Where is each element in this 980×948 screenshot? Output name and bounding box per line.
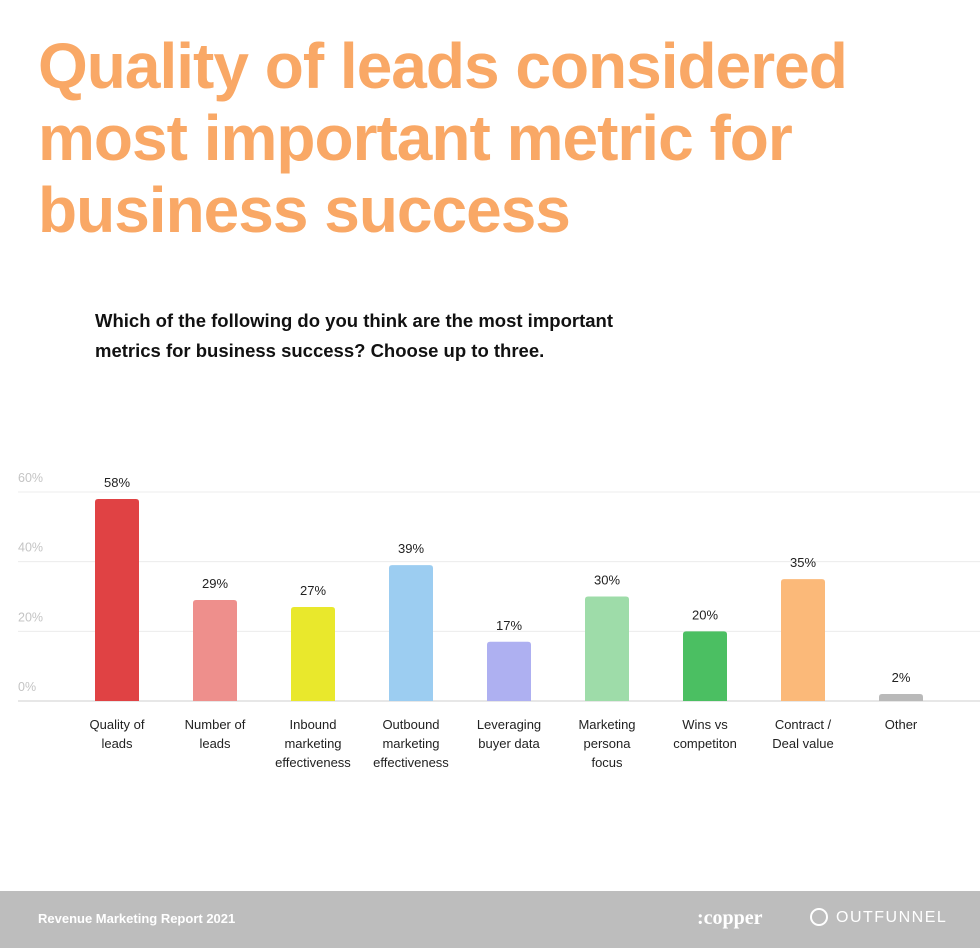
value-label: 27%	[300, 583, 326, 598]
y-tick-label: 20%	[18, 610, 43, 624]
value-label: 39%	[398, 541, 424, 556]
x-tick-label: Marketing persona focus	[578, 717, 635, 770]
x-tick-label: Leveraging buyer data	[477, 717, 541, 751]
label-line: buyer data	[478, 736, 540, 751]
label-line: effectiveness	[275, 755, 351, 770]
bar	[487, 641, 531, 701]
value-label: 30%	[594, 573, 620, 588]
bar	[95, 498, 139, 701]
label-line: Outbound	[382, 717, 439, 732]
value-label: 29%	[202, 576, 228, 591]
label-line: Inbound	[290, 717, 337, 732]
logo: OUTFUNNEL	[836, 909, 948, 926]
value-label: 58%	[104, 475, 130, 490]
label-line: Contract /	[775, 717, 832, 732]
label-line: Quality of	[90, 717, 145, 732]
label-line: Leveraging	[477, 717, 541, 732]
value-label: 20%	[692, 607, 718, 622]
bar	[781, 579, 825, 701]
logo: :copper	[697, 907, 763, 929]
x-tick-label: Other	[885, 717, 918, 732]
bar	[193, 599, 237, 701]
label-line: leads	[101, 736, 133, 751]
subtitle: Which of the following do you think are …	[95, 310, 613, 361]
bar	[389, 565, 433, 701]
value-label: 2%	[892, 670, 911, 685]
label-line: Number of	[185, 717, 246, 732]
label-line: Marketing	[578, 717, 635, 732]
x-tick-label: Inbound marketing effectiveness	[275, 717, 351, 770]
title: Quality of leads considered most importa…	[38, 30, 848, 246]
y-tick-label: 60%	[18, 471, 43, 485]
bar	[585, 596, 629, 701]
x-tick-label: Quality of leads	[90, 717, 145, 751]
x-tick-label: Outbound marketing effectiveness	[373, 717, 449, 770]
label-line: persona	[584, 736, 632, 751]
label-line: focus	[591, 755, 623, 770]
report-name: Revenue Marketing Report 2021	[38, 911, 236, 926]
logo-icon	[810, 908, 828, 926]
x-tick-label: Contract / Deal value	[772, 717, 833, 751]
chart: 0% 20% 40% 60% 58% Quality of leads 29% Number o…	[18, 471, 980, 770]
x-tick-label: Number of leads	[185, 717, 246, 751]
bar	[879, 694, 923, 701]
label-line: Wins vs	[682, 717, 728, 732]
value-label: 35%	[790, 555, 816, 570]
label-line: effectiveness	[373, 755, 449, 770]
x-tick-label: Wins vs competiton	[673, 717, 737, 751]
label-line: Deal value	[772, 736, 833, 751]
label-line: leads	[199, 736, 231, 751]
label-line: marketing	[284, 736, 341, 751]
bar	[683, 631, 727, 701]
y-tick-label: 40%	[18, 541, 43, 555]
label-line: marketing	[382, 736, 439, 751]
label-line: competiton	[673, 736, 737, 751]
label-line: Other	[885, 717, 918, 732]
bar	[291, 606, 335, 701]
value-label: 17%	[496, 618, 522, 633]
footer: Revenue Marketing Report 2021 :copper OU…	[0, 891, 980, 948]
y-tick-label: 0%	[18, 680, 36, 694]
